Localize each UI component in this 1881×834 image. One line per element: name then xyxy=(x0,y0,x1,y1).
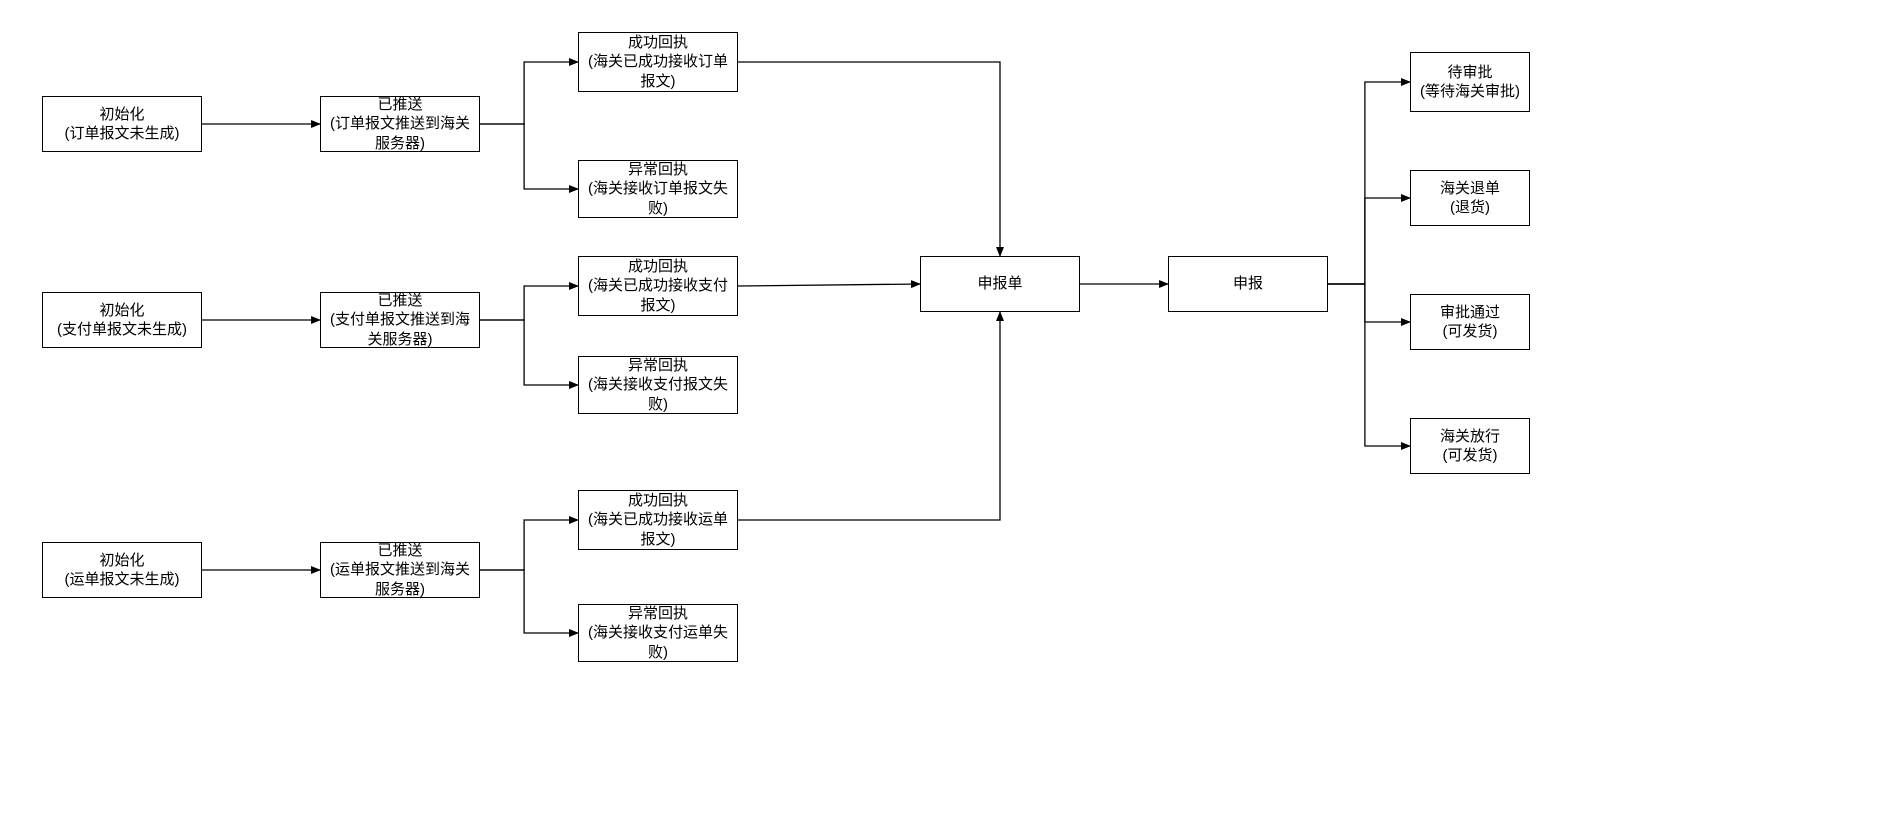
node-title: 异常回执 xyxy=(628,604,688,624)
flowchart-edge xyxy=(480,286,578,320)
node-title: 已推送 xyxy=(377,95,422,115)
flowchart-edge xyxy=(480,520,578,570)
flowchart-edge xyxy=(1328,82,1410,284)
node-title: 海关退单 xyxy=(1440,179,1500,199)
flowchart-node-n6: 已推送(支付单报文推送到海关服务器) xyxy=(320,292,480,348)
flowchart-node-n16: 海关退单(退货) xyxy=(1410,170,1530,226)
node-subtitle: (海关已成功接收运单报文) xyxy=(583,510,733,549)
flowchart-node-n8: 异常回执(海关接收支付报文失败) xyxy=(578,356,738,414)
flowchart-node-n2: 已推送(订单报文推送到海关服务器) xyxy=(320,96,480,152)
node-subtitle: (海关接收订单报文失败) xyxy=(583,179,733,218)
flowchart-node-n1: 初始化(订单报文未生成) xyxy=(42,96,202,152)
node-title: 申报 xyxy=(1233,274,1263,294)
flowchart-edge xyxy=(480,124,578,189)
flowchart-edge xyxy=(1328,198,1410,284)
node-subtitle: (支付单报文未生成) xyxy=(57,320,187,340)
node-subtitle: (支付单报文推送到海关服务器) xyxy=(325,310,475,349)
flowchart-node-n10: 已推送(运单报文推送到海关服务器) xyxy=(320,542,480,598)
flowchart-edge xyxy=(738,312,1000,520)
node-subtitle: (运单报文未生成) xyxy=(65,570,180,590)
node-title: 已推送 xyxy=(377,541,422,561)
node-title: 海关放行 xyxy=(1440,427,1500,447)
node-title: 成功回执 xyxy=(628,33,688,53)
node-title: 初始化 xyxy=(99,551,144,571)
node-subtitle: (订单报文推送到海关服务器) xyxy=(325,114,475,153)
node-title: 待审批 xyxy=(1447,63,1492,83)
flowchart-edge xyxy=(480,62,578,124)
flowchart-edge xyxy=(738,62,1000,256)
flowchart-node-n12: 异常回执(海关接收支付运单失败) xyxy=(578,604,738,662)
node-title: 申报单 xyxy=(977,274,1022,294)
flowchart-node-n14: 申报 xyxy=(1168,256,1328,312)
flowchart-node-n9: 初始化(运单报文未生成) xyxy=(42,542,202,598)
node-title: 审批通过 xyxy=(1440,303,1500,323)
flowchart-node-n3: 成功回执(海关已成功接收订单报文) xyxy=(578,32,738,92)
node-subtitle: (运单报文推送到海关服务器) xyxy=(325,560,475,599)
node-subtitle: (可发货) xyxy=(1443,322,1498,342)
node-subtitle: (海关已成功接收订单报文) xyxy=(583,52,733,91)
node-title: 成功回执 xyxy=(628,491,688,511)
node-title: 已推送 xyxy=(377,291,422,311)
node-subtitle: (海关接收支付运单失败) xyxy=(583,623,733,662)
flowchart-edge xyxy=(480,570,578,633)
node-subtitle: (海关已成功接收支付报文) xyxy=(583,276,733,315)
node-subtitle: (订单报文未生成) xyxy=(65,124,180,144)
node-title: 异常回执 xyxy=(628,356,688,376)
flowchart-edge xyxy=(1328,284,1410,446)
flowchart-node-n5: 初始化(支付单报文未生成) xyxy=(42,292,202,348)
flowchart-node-n15: 待审批(等待海关审批) xyxy=(1410,52,1530,112)
node-subtitle: (等待海关审批) xyxy=(1420,82,1520,102)
flowchart-node-n11: 成功回执(海关已成功接收运单报文) xyxy=(578,490,738,550)
node-subtitle: (可发货) xyxy=(1443,446,1498,466)
flowchart-edge xyxy=(738,284,920,286)
node-title: 初始化 xyxy=(99,301,144,321)
flowchart-node-n4: 异常回执(海关接收订单报文失败) xyxy=(578,160,738,218)
node-subtitle: (海关接收支付报文失败) xyxy=(583,375,733,414)
flowchart-node-n17: 审批通过(可发货) xyxy=(1410,294,1530,350)
node-title: 初始化 xyxy=(99,105,144,125)
node-title: 异常回执 xyxy=(628,160,688,180)
flowchart-node-n18: 海关放行(可发货) xyxy=(1410,418,1530,474)
flowchart-edge xyxy=(480,320,578,385)
flowchart-node-n7: 成功回执(海关已成功接收支付报文) xyxy=(578,256,738,316)
node-subtitle: (退货) xyxy=(1450,198,1490,218)
flowchart-edge xyxy=(1328,284,1410,322)
node-title: 成功回执 xyxy=(628,257,688,277)
flowchart-node-n13: 申报单 xyxy=(920,256,1080,312)
flowchart-edges xyxy=(0,0,1881,834)
